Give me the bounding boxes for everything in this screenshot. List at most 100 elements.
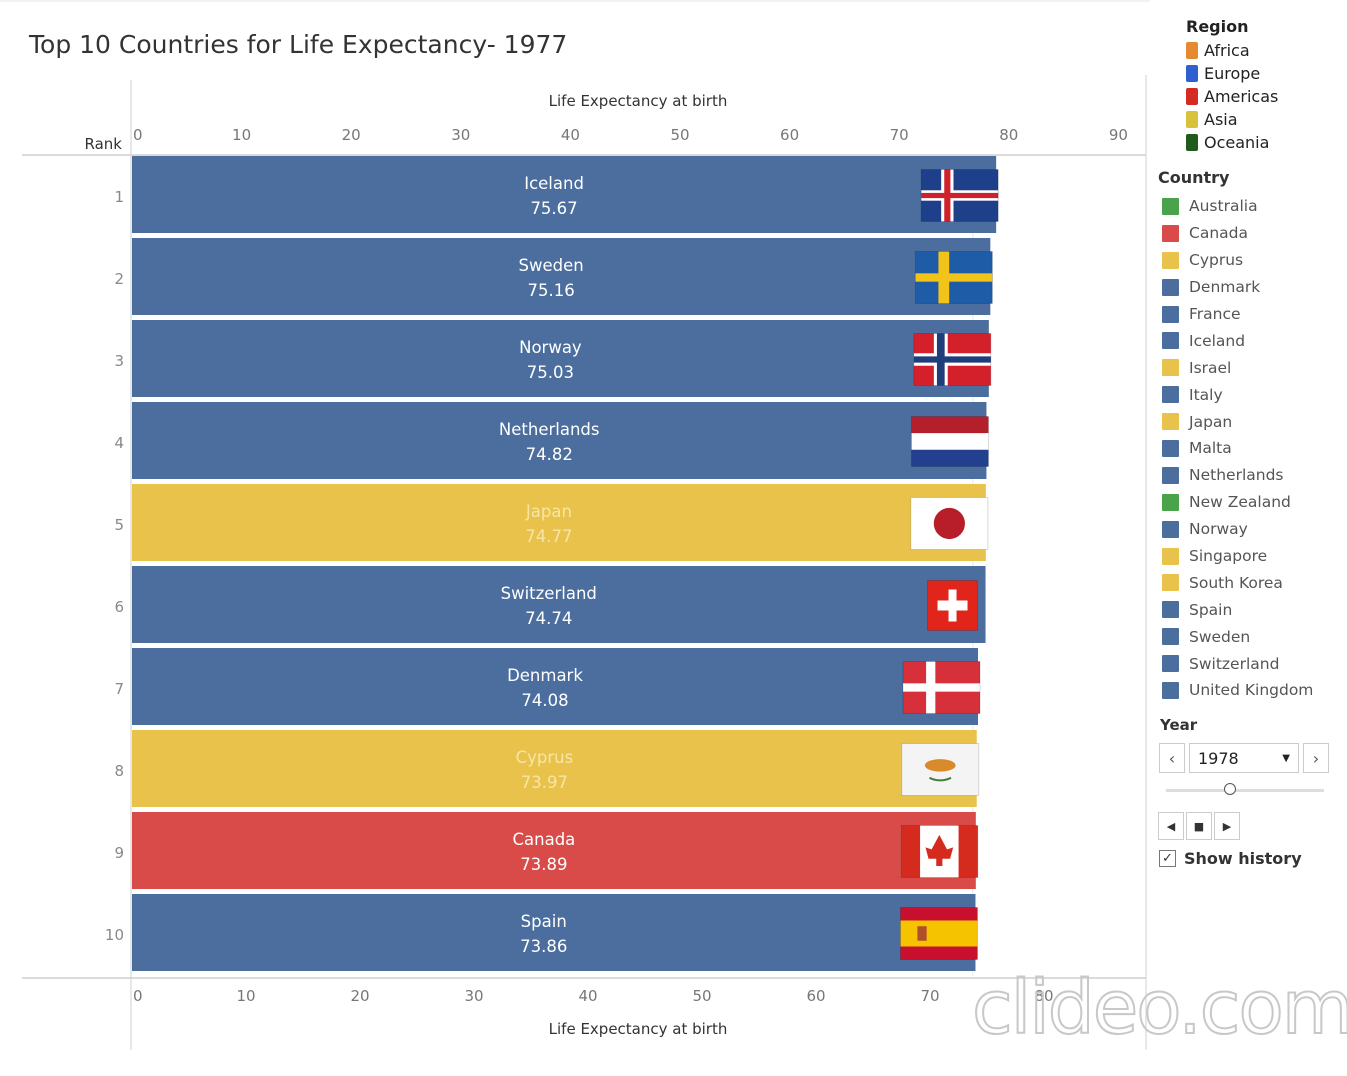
region-legend-item[interactable]: Americas bbox=[1186, 85, 1278, 108]
x-tick-label-top: 10 bbox=[232, 126, 251, 144]
country-legend-item[interactable]: Spain bbox=[1158, 596, 1313, 623]
region-legend-item[interactable]: Asia bbox=[1186, 108, 1278, 131]
flag-part bbox=[902, 683, 980, 692]
flag-part bbox=[910, 416, 989, 467]
legend-label: Denmark bbox=[1189, 278, 1261, 297]
country-legend-item[interactable]: Japan bbox=[1158, 408, 1313, 435]
legend-swatch bbox=[1186, 42, 1198, 59]
flag-cyprus-icon bbox=[901, 743, 980, 796]
region-legend-item[interactable]: Europe bbox=[1186, 62, 1278, 85]
flag-canada-icon bbox=[900, 825, 979, 878]
bar-country-label: Iceland bbox=[524, 174, 584, 193]
flag-part bbox=[924, 759, 956, 772]
rank-label: 8 bbox=[114, 762, 124, 780]
country-legend-item[interactable]: Denmark bbox=[1158, 274, 1313, 301]
legend-swatch bbox=[1162, 359, 1179, 377]
flag-part bbox=[913, 356, 991, 363]
show-history-label: Show history bbox=[1184, 849, 1302, 868]
flag-part bbox=[958, 825, 978, 878]
country-legend-item[interactable]: Israel bbox=[1158, 354, 1313, 381]
bar-group: Netherlands 74.82 bbox=[132, 402, 989, 479]
bar bbox=[132, 402, 987, 479]
year-slider-thumb[interactable] bbox=[1224, 783, 1236, 795]
bar-group: Canada 73.89 bbox=[132, 812, 979, 889]
x-tick-label-bottom: 10 bbox=[236, 987, 255, 1005]
country-legend-item[interactable]: France bbox=[1158, 301, 1313, 328]
bar-value-label: 74.08 bbox=[521, 691, 568, 710]
caret-down-icon: ▼ bbox=[1282, 752, 1290, 764]
bar-value-label: 74.82 bbox=[526, 445, 573, 464]
year-dropdown[interactable]: 1978 ▼ bbox=[1189, 743, 1299, 773]
country-legend-item[interactable]: Australia bbox=[1158, 193, 1313, 220]
legend-swatch bbox=[1162, 681, 1179, 699]
show-history-checkbox[interactable]: ✓ bbox=[1159, 850, 1176, 867]
region-legend-item[interactable]: Oceania bbox=[1186, 131, 1278, 154]
flag-part bbox=[937, 600, 968, 611]
rank-label: 9 bbox=[114, 844, 124, 862]
playback-controls: ◀ ■ ▶ bbox=[1158, 812, 1242, 840]
x-tick-label-top: 70 bbox=[890, 126, 909, 144]
bar-group: Japan 74.77 bbox=[132, 484, 989, 561]
country-legend-item[interactable]: Switzerland bbox=[1158, 650, 1313, 677]
year-slider-track[interactable] bbox=[1166, 789, 1324, 792]
flag-spain-icon bbox=[899, 907, 978, 960]
bar-group: Denmark 74.08 bbox=[132, 648, 981, 725]
country-legend-item[interactable]: Norway bbox=[1158, 516, 1313, 543]
country-legend-item[interactable]: United Kingdom bbox=[1158, 677, 1313, 704]
flag-part bbox=[900, 825, 921, 878]
flag-switzerland-icon bbox=[927, 580, 979, 631]
bar-group: Spain 73.86 bbox=[132, 894, 978, 971]
legend-swatch bbox=[1162, 466, 1179, 484]
legend-label: Singapore bbox=[1189, 547, 1268, 566]
y-axis-title: Rank bbox=[85, 135, 123, 153]
country-legend-item[interactable]: Malta bbox=[1158, 435, 1313, 462]
rank-label: 10 bbox=[105, 926, 124, 944]
flag-part bbox=[900, 825, 979, 878]
bar-value-label: 73.86 bbox=[520, 937, 567, 956]
country-legend-item[interactable]: Singapore bbox=[1158, 543, 1313, 570]
bar-country-label: Switzerland bbox=[501, 584, 597, 603]
x-tick-label-bottom: 30 bbox=[464, 987, 483, 1005]
stop-button[interactable]: ■ bbox=[1186, 812, 1212, 840]
legend-swatch bbox=[1162, 574, 1179, 592]
bar-value-label: 73.89 bbox=[520, 855, 567, 874]
flag-part bbox=[915, 273, 993, 282]
play-icon: ▶ bbox=[1222, 819, 1232, 833]
country-legend-item[interactable]: Italy bbox=[1158, 381, 1313, 408]
bar-group: Iceland 75.67 bbox=[132, 156, 999, 233]
country-legend-item[interactable]: Iceland bbox=[1158, 327, 1313, 354]
region-legend-title: Region bbox=[1186, 17, 1249, 36]
year-prev-button[interactable]: ‹ bbox=[1159, 743, 1185, 773]
step-back-icon: ◀ bbox=[1166, 819, 1176, 833]
rank-label: 7 bbox=[114, 680, 124, 698]
show-history-toggle[interactable]: ✓ Show history bbox=[1159, 849, 1302, 868]
year-next-button[interactable]: › bbox=[1303, 743, 1329, 773]
country-legend-item[interactable]: South Korea bbox=[1158, 569, 1313, 596]
step-back-button[interactable]: ◀ bbox=[1158, 812, 1184, 840]
flag-part bbox=[920, 169, 999, 222]
legend-swatch bbox=[1162, 278, 1179, 296]
legend-label: Netherlands bbox=[1189, 466, 1284, 485]
flag-part bbox=[910, 497, 989, 550]
legend-swatch bbox=[1162, 224, 1179, 242]
country-legend-item[interactable]: Netherlands bbox=[1158, 462, 1313, 489]
legend-swatch bbox=[1162, 197, 1179, 215]
x-tick-label-bottom: 70 bbox=[920, 987, 939, 1005]
legend-label: Japan bbox=[1189, 412, 1233, 431]
bar-value-label: 74.77 bbox=[525, 527, 572, 546]
legend-label: Canada bbox=[1189, 224, 1248, 243]
legend-label: Spain bbox=[1189, 600, 1233, 619]
region-legend-item[interactable]: Africa bbox=[1186, 39, 1278, 62]
legend-label: Switzerland bbox=[1189, 654, 1280, 673]
chevron-left-icon: ‹ bbox=[1168, 748, 1176, 768]
country-legend-item[interactable]: New Zealand bbox=[1158, 489, 1313, 516]
country-legend-item[interactable]: Canada bbox=[1158, 220, 1313, 247]
watermark-logo: clideo.com bbox=[971, 964, 1347, 1052]
country-legend-item[interactable]: Sweden bbox=[1158, 623, 1313, 650]
x-axis-title-bottom: Life Expectancy at birth bbox=[549, 1020, 728, 1038]
x-tick-label-top: 40 bbox=[561, 126, 580, 144]
country-legend-item[interactable]: Cyprus bbox=[1158, 247, 1313, 274]
bar-country-label: Denmark bbox=[507, 666, 583, 685]
bar-group: Norway 75.03 bbox=[132, 320, 992, 397]
play-button[interactable]: ▶ bbox=[1214, 812, 1240, 840]
